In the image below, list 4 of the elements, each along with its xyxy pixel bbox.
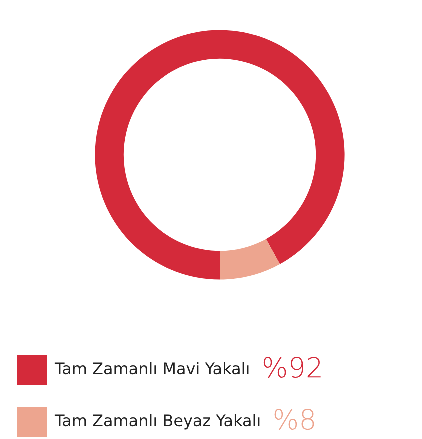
legend-label: Tam Zamanlı Beyaz Yakalı <box>54 414 260 430</box>
legend-label: Tam Zamanlı Mavi Yakalı <box>54 362 249 375</box>
data-label: %92 <box>264 357 321 378</box>
data-label: %8 <box>274 409 314 430</box>
